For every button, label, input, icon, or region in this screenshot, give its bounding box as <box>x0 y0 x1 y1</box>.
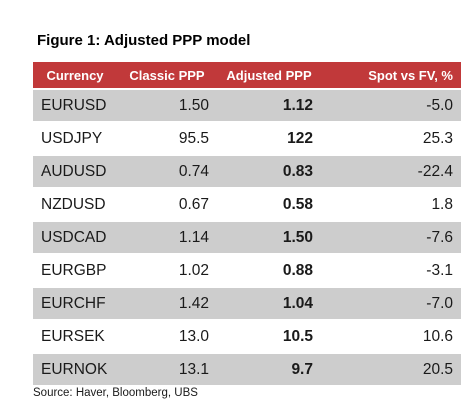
cell-spot-vs-fv: -22.4 <box>321 155 461 189</box>
cell-spot-vs-fv: 25.3 <box>321 122 461 156</box>
header-spot-vs-fv: Spot vs FV, % <box>321 62 461 90</box>
figure-title: Figure 1: Adjusted PPP model <box>37 32 251 49</box>
cell-currency: EURUSD <box>33 89 117 123</box>
cell-currency: EURSEK <box>33 320 117 354</box>
cell-classic-ppp: 13.0 <box>117 320 217 354</box>
ppp-table: Currency Classic PPP Adjusted PPP Spot v… <box>33 62 461 387</box>
header-classic-ppp: Classic PPP <box>117 62 217 90</box>
cell-currency: USDCAD <box>33 221 117 255</box>
cell-classic-ppp: 1.02 <box>117 254 217 288</box>
header-currency: Currency <box>33 62 117 90</box>
cell-classic-ppp: 1.14 <box>117 221 217 255</box>
cell-classic-ppp: 0.74 <box>117 155 217 189</box>
cell-spot-vs-fv: 1.8 <box>321 188 461 222</box>
cell-adjusted-ppp: 0.58 <box>217 188 321 222</box>
cell-classic-ppp: 1.42 <box>117 287 217 321</box>
cell-currency: EURNOK <box>33 353 117 387</box>
table-row: EURCHF 1.42 1.04 -7.0 <box>33 287 461 321</box>
cell-currency: EURGBP <box>33 254 117 288</box>
cell-adjusted-ppp: 1.50 <box>217 221 321 255</box>
cell-adjusted-ppp: 0.88 <box>217 254 321 288</box>
cell-currency: EURCHF <box>33 287 117 321</box>
cell-spot-vs-fv: -5.0 <box>321 89 461 123</box>
cell-classic-ppp: 0.67 <box>117 188 217 222</box>
cell-adjusted-ppp: 1.04 <box>217 287 321 321</box>
table-row: USDCAD 1.14 1.50 -7.6 <box>33 221 461 255</box>
table-row: NZDUSD 0.67 0.58 1.8 <box>33 188 461 222</box>
table-row: EURNOK 13.1 9.7 20.5 <box>33 353 461 387</box>
table-row: EURUSD 1.50 1.12 -5.0 <box>33 89 461 123</box>
header-adjusted-ppp: Adjusted PPP <box>217 62 321 90</box>
cell-spot-vs-fv: 10.6 <box>321 320 461 354</box>
table-row: USDJPY 95.5 122 25.3 <box>33 122 461 156</box>
header-row: Currency Classic PPP Adjusted PPP Spot v… <box>33 62 461 90</box>
source-note: Source: Haver, Bloomberg, UBS <box>33 387 198 399</box>
cell-adjusted-ppp: 9.7 <box>217 353 321 387</box>
cell-classic-ppp: 1.50 <box>117 89 217 123</box>
cell-classic-ppp: 13.1 <box>117 353 217 387</box>
cell-adjusted-ppp: 122 <box>217 122 321 156</box>
cell-adjusted-ppp: 1.12 <box>217 89 321 123</box>
table-row: EURSEK 13.0 10.5 10.6 <box>33 320 461 354</box>
cell-currency: NZDUSD <box>33 188 117 222</box>
cell-classic-ppp: 95.5 <box>117 122 217 156</box>
table-body: EURUSD 1.50 1.12 -5.0 USDJPY 95.5 122 25… <box>33 89 461 387</box>
table-row: EURGBP 1.02 0.88 -3.1 <box>33 254 461 288</box>
cell-spot-vs-fv: -7.0 <box>321 287 461 321</box>
cell-spot-vs-fv: -7.6 <box>321 221 461 255</box>
table-row: AUDUSD 0.74 0.83 -22.4 <box>33 155 461 189</box>
cell-currency: AUDUSD <box>33 155 117 189</box>
cell-adjusted-ppp: 10.5 <box>217 320 321 354</box>
cell-spot-vs-fv: -3.1 <box>321 254 461 288</box>
cell-spot-vs-fv: 20.5 <box>321 353 461 387</box>
cell-currency: USDJPY <box>33 122 117 156</box>
cell-adjusted-ppp: 0.83 <box>217 155 321 189</box>
table-header: Currency Classic PPP Adjusted PPP Spot v… <box>33 62 461 90</box>
